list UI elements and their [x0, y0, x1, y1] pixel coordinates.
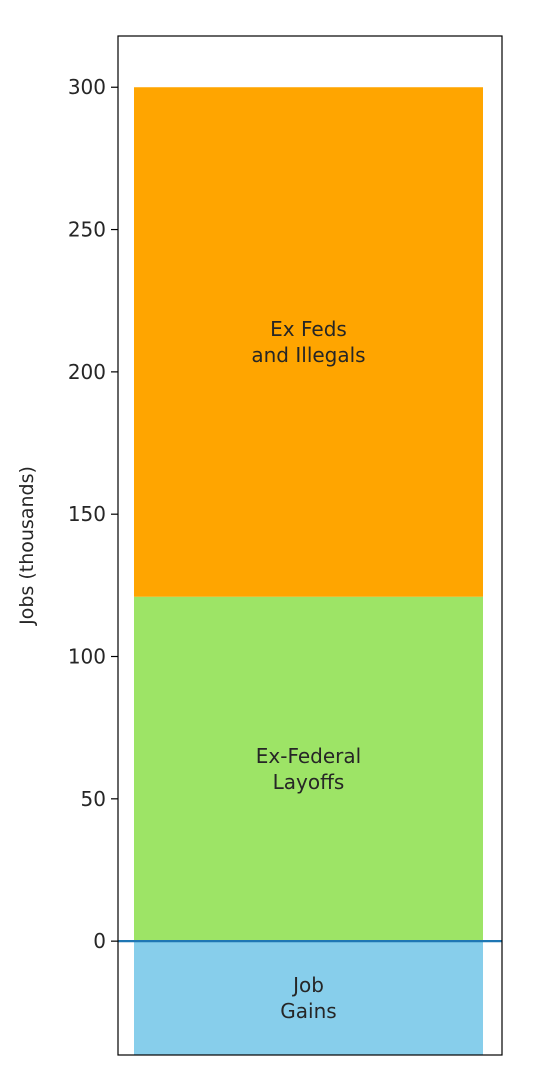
y-tick-label: 150: [68, 502, 106, 526]
bar-segment-label-1: Ex-Federal Layoffs: [256, 744, 361, 794]
y-axis-label: Jobs (thousands): [16, 466, 38, 626]
y-tick-label: 50: [81, 787, 106, 811]
bar-segment-2: [134, 87, 483, 597]
bars-layer: [134, 87, 483, 1055]
y-tick-label: 300: [68, 75, 106, 99]
plot-frame: [117, 35, 503, 1056]
bar-segment-1: [134, 596, 483, 942]
bar-segment-label-0: Job Gains: [280, 973, 336, 1023]
y-tick-label: 0: [93, 929, 106, 953]
y-tick-label: 250: [68, 218, 106, 242]
bar-segment-label-2: Ex Feds and Illegals: [251, 317, 365, 367]
y-axis: 0 50 100 150 200 250 300: [68, 75, 118, 953]
segment-labels-layer: Job Gains Ex-Federal Layoffs Ex Feds and Ille…: [251, 317, 365, 1023]
y-tick-label: 200: [68, 360, 106, 384]
bar-segment-0: [134, 941, 483, 1055]
y-tick-label: 100: [68, 645, 106, 669]
